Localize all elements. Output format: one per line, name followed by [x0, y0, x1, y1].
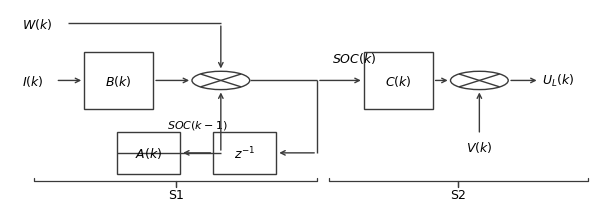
Text: S2: S2 — [451, 188, 466, 201]
Text: S1: S1 — [168, 188, 184, 201]
FancyBboxPatch shape — [364, 53, 432, 109]
FancyBboxPatch shape — [213, 132, 277, 174]
FancyBboxPatch shape — [117, 132, 180, 174]
Text: $SOC(k-1)$: $SOC(k-1)$ — [167, 118, 227, 131]
FancyBboxPatch shape — [84, 53, 153, 109]
Text: $W(k)$: $W(k)$ — [22, 17, 53, 32]
Text: $V(k)$: $V(k)$ — [466, 139, 493, 154]
Text: $B(k)$: $B(k)$ — [105, 74, 132, 88]
Text: $z^{-1}$: $z^{-1}$ — [234, 145, 255, 161]
Text: $C(k)$: $C(k)$ — [385, 74, 411, 88]
Text: $SOC(k)$: $SOC(k)$ — [332, 51, 376, 66]
Text: $I(k)$: $I(k)$ — [22, 74, 44, 88]
Text: $A(k)$: $A(k)$ — [135, 146, 162, 161]
Text: $U_L(k)$: $U_L(k)$ — [542, 73, 575, 89]
